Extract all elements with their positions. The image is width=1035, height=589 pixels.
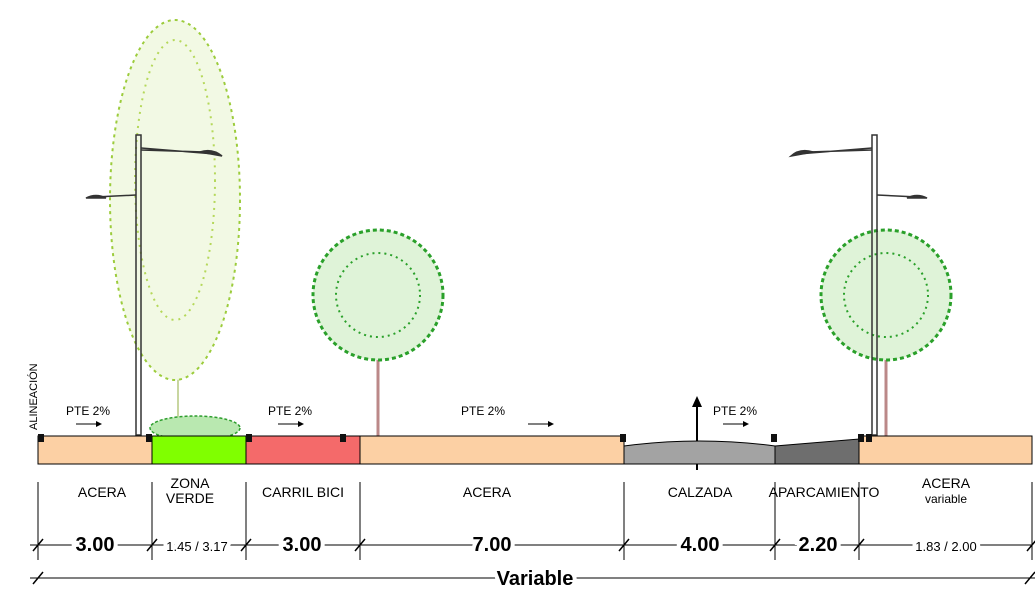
segment-label: ACERA [78,484,127,500]
slope-label: PTE 2% [66,404,110,418]
slope-arrowhead [548,421,554,427]
dimension-tick [769,538,781,552]
segment-label: ACERA [463,484,512,500]
pavement [151,435,247,465]
tree [819,228,953,436]
slope-label: PTE 2% [461,404,505,418]
segment-label: variable [925,492,967,506]
dimension-tick [1026,540,1035,552]
segment-dimension: 3.00 [76,534,115,556]
dimension-tick [1024,571,1035,585]
pavement [37,435,153,465]
dimension-tick [354,538,366,552]
slope-label: PTE 2% [268,404,312,418]
segment-label: APARCAMIENTO [769,484,880,500]
dimension-tick [146,538,158,552]
slope-label: PTE 2% [713,404,757,418]
segment-dimension: 4.00 [681,534,720,556]
curb [246,434,252,442]
segment-dimension: 3.00 [283,534,322,556]
tree [311,228,445,436]
segment-dimension: 1.83 / 2.00 [915,539,976,554]
curb [146,434,152,442]
bush [149,415,241,441]
curb [858,434,864,442]
dimension-tick [32,571,44,585]
dimension-tick [32,538,44,552]
curb [340,434,346,442]
poplar-tree [109,19,241,420]
pavement [623,440,776,465]
segment-label: ZONA [171,475,211,491]
segment-label: CALZADA [668,484,733,500]
pavement [774,438,860,465]
curb [38,434,44,442]
street-lamp [85,134,223,436]
dimension-tick [618,538,630,552]
segment-label: VERDE [166,490,214,506]
slope-arrowhead [743,421,749,427]
segment-label: ACERA [922,475,971,491]
slope-arrowhead [298,421,304,427]
street-lamp [788,134,928,436]
dimension-tick [240,538,252,552]
curb [620,434,626,442]
segment-dimension: 1.45 / 3.17 [166,539,227,554]
slope-arrowhead [96,421,102,427]
segment-dimension: 2.20 [799,534,838,556]
curb [771,434,777,442]
segment-dimension: 7.00 [473,534,512,556]
total-dimension: Variable [497,568,574,589]
curb [866,434,872,442]
pavement [858,435,1033,465]
segment-label: CARRIL BICI [262,484,344,500]
alignment-label: ALINEACIÓN [27,363,40,430]
pavement [359,435,625,465]
dimension-tick [853,538,865,552]
